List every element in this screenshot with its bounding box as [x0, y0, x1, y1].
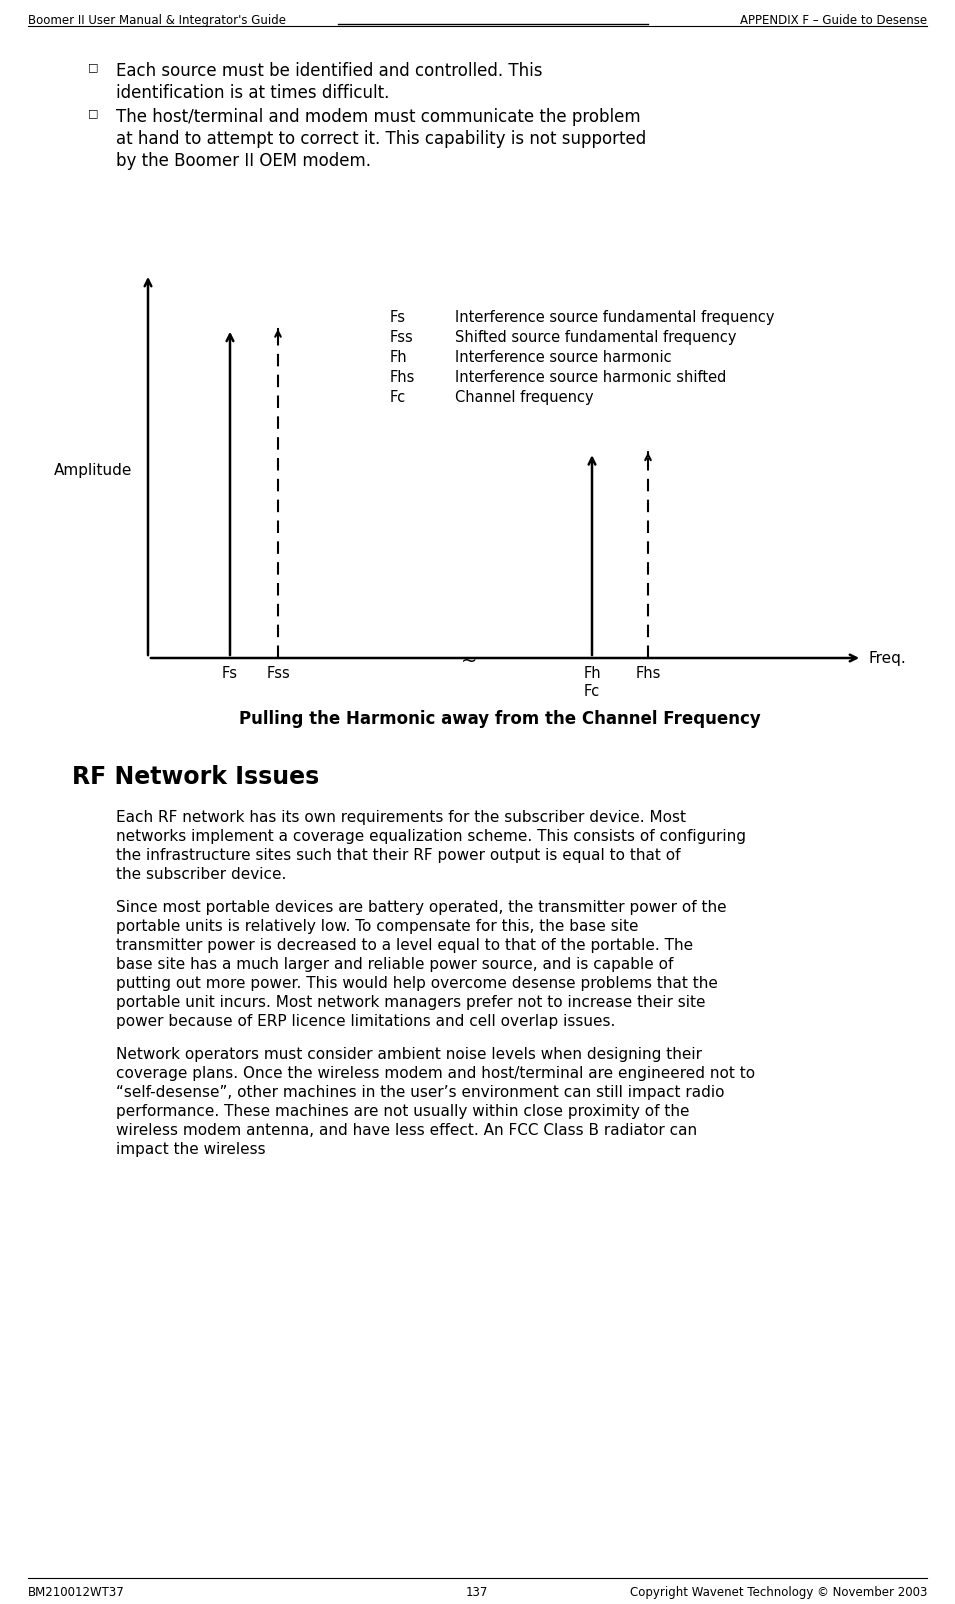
Text: Fh: Fh	[584, 666, 601, 682]
Text: Since most portable devices are battery operated, the transmitter power of the: Since most portable devices are battery …	[116, 900, 727, 914]
Text: Interference source harmonic: Interference source harmonic	[455, 350, 671, 366]
Text: wireless modem antenna, and have less effect. An FCC Class B radiator can: wireless modem antenna, and have less ef…	[116, 1123, 697, 1137]
Text: Copyright Wavenet Technology © November 2003: Copyright Wavenet Technology © November …	[629, 1586, 927, 1599]
Text: Each RF network has its own requirements for the subscriber device. Most: Each RF network has its own requirements…	[116, 810, 686, 824]
Text: “self-desense”, other machines in the user’s environment can still impact radio: “self-desense”, other machines in the us…	[116, 1084, 725, 1100]
Text: Fh: Fh	[390, 350, 408, 366]
Text: Interference source harmonic shifted: Interference source harmonic shifted	[455, 371, 727, 385]
Text: coverage plans. Once the wireless modem and host/terminal are engineered not to: coverage plans. Once the wireless modem …	[116, 1067, 755, 1081]
Text: base site has a much larger and reliable power source, and is capable of: base site has a much larger and reliable…	[116, 958, 673, 972]
Text: at hand to attempt to correct it. This capability is not supported: at hand to attempt to correct it. This c…	[116, 130, 647, 148]
Text: Fc: Fc	[584, 683, 600, 699]
Text: RF Network Issues: RF Network Issues	[72, 765, 319, 789]
Text: 137: 137	[466, 1586, 488, 1599]
Text: Network operators must consider ambient noise levels when designing their: Network operators must consider ambient …	[116, 1047, 702, 1062]
Text: ~: ~	[461, 651, 478, 670]
Text: □: □	[88, 63, 98, 72]
Text: the subscriber device.: the subscriber device.	[116, 868, 286, 882]
Text: BM210012WT37: BM210012WT37	[28, 1586, 125, 1599]
Text: Fs: Fs	[222, 666, 238, 682]
Text: Channel frequency: Channel frequency	[455, 390, 594, 404]
Text: The host/terminal and modem must communicate the problem: The host/terminal and modem must communi…	[116, 107, 641, 127]
Text: putting out more power. This would help overcome desense problems that the: putting out more power. This would help …	[116, 975, 718, 991]
Text: the infrastructure sites such that their RF power output is equal to that of: the infrastructure sites such that their…	[116, 849, 681, 863]
Text: networks implement a coverage equalization scheme. This consists of configuring: networks implement a coverage equalizati…	[116, 829, 746, 844]
Text: impact the wireless: impact the wireless	[116, 1142, 265, 1156]
Text: portable units is relatively low. To compensate for this, the base site: portable units is relatively low. To com…	[116, 919, 639, 934]
Text: □: □	[88, 107, 98, 119]
Text: Fhs: Fhs	[635, 666, 661, 682]
Text: Interference source fundamental frequency: Interference source fundamental frequenc…	[455, 310, 775, 326]
Text: Each source must be identified and controlled. This: Each source must be identified and contr…	[116, 63, 542, 80]
Text: Freq.: Freq.	[868, 651, 905, 666]
Text: performance. These machines are not usually within close proximity of the: performance. These machines are not usua…	[116, 1104, 690, 1120]
Text: Amplitude: Amplitude	[53, 464, 132, 478]
Text: Pulling the Harmonic away from the Channel Frequency: Pulling the Harmonic away from the Chann…	[239, 711, 761, 728]
Text: Fhs: Fhs	[390, 371, 415, 385]
Text: by the Boomer II OEM modem.: by the Boomer II OEM modem.	[116, 152, 371, 170]
Text: Fs: Fs	[390, 310, 406, 326]
Text: transmitter power is decreased to a level equal to that of the portable. The: transmitter power is decreased to a leve…	[116, 938, 693, 953]
Text: APPENDIX F – Guide to Desense: APPENDIX F – Guide to Desense	[740, 14, 927, 27]
Text: Shifted source fundamental frequency: Shifted source fundamental frequency	[455, 330, 736, 345]
Text: Fss: Fss	[390, 330, 414, 345]
Text: Boomer II User Manual & Integrator's Guide: Boomer II User Manual & Integrator's Gui…	[28, 14, 286, 27]
Text: power because of ERP licence limitations and cell overlap issues.: power because of ERP licence limitations…	[116, 1014, 615, 1030]
Text: Fss: Fss	[266, 666, 290, 682]
Text: identification is at times difficult.: identification is at times difficult.	[116, 83, 390, 103]
Text: portable unit incurs. Most network managers prefer not to increase their site: portable unit incurs. Most network manag…	[116, 994, 706, 1011]
Text: Fc: Fc	[390, 390, 406, 404]
